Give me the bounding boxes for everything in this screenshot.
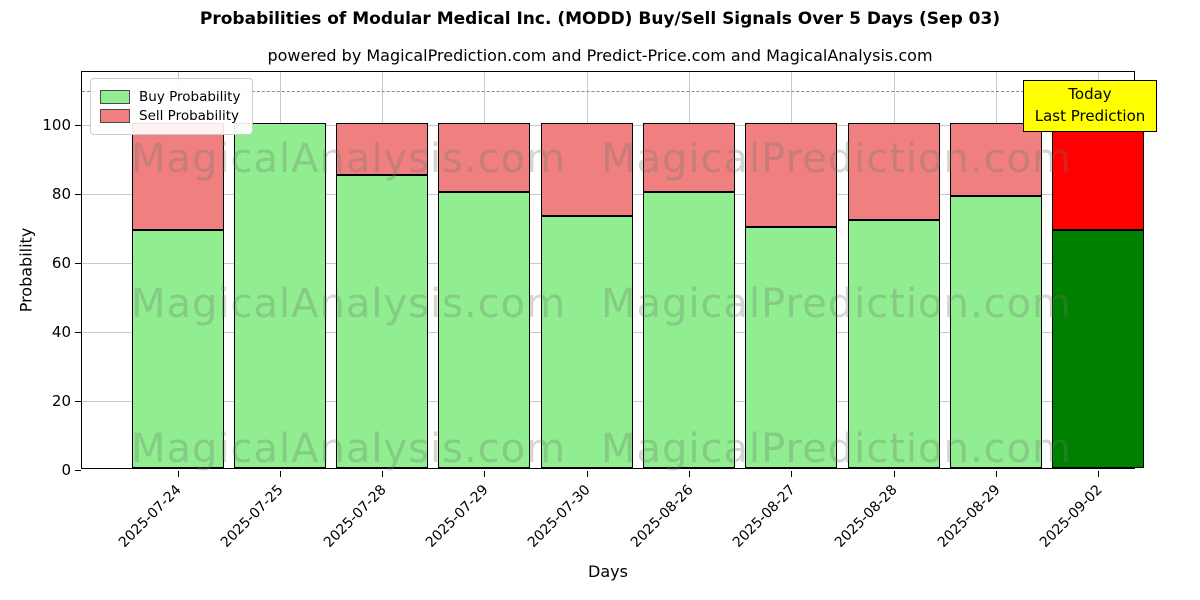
buy-segment[interactable] bbox=[336, 174, 429, 468]
watermark-magicalanalysis: MagicalAnalysis.com bbox=[131, 136, 567, 182]
x-tick-mark bbox=[177, 471, 179, 477]
legend-label: Sell Probability bbox=[139, 108, 240, 124]
x-tick-mark bbox=[791, 471, 793, 477]
y-axis-label: Probability bbox=[16, 227, 36, 313]
legend: Buy Probability Sell Probability bbox=[90, 78, 254, 135]
x-tick-mark bbox=[995, 471, 997, 477]
bar[interactable] bbox=[540, 123, 633, 468]
x-tick-label: 2025-08-27 bbox=[729, 482, 799, 551]
legend-label: Buy Probability bbox=[139, 89, 241, 105]
bar[interactable] bbox=[131, 123, 224, 468]
sell-segment[interactable] bbox=[336, 123, 429, 175]
y-tick-label: 60 bbox=[51, 254, 71, 273]
watermark-magicalanalysis: MagicalAnalysis.com bbox=[131, 281, 567, 327]
bar[interactable] bbox=[643, 123, 735, 468]
x-tick-label: 2025-09-02 bbox=[1036, 482, 1106, 551]
sell-segment[interactable] bbox=[847, 123, 940, 220]
x-tick-label: 2025-07-28 bbox=[320, 482, 390, 551]
bar[interactable] bbox=[745, 123, 838, 468]
x-tick-mark bbox=[279, 471, 281, 477]
y-tick-mark bbox=[75, 194, 81, 196]
y-tick-mark bbox=[75, 263, 81, 265]
buy-segment[interactable] bbox=[233, 123, 326, 468]
y-tick-label: 40 bbox=[51, 323, 71, 342]
x-tick-label: 2025-07-24 bbox=[115, 482, 185, 551]
x-axis-label: Days bbox=[588, 562, 628, 581]
buy-segment[interactable] bbox=[1052, 230, 1145, 468]
buy-segment[interactable] bbox=[745, 226, 838, 468]
chart-title: Probabilities of Modular Medical Inc. (M… bbox=[199, 9, 1001, 29]
buy-segment[interactable] bbox=[643, 192, 735, 468]
plot-area: Buy Probability Sell Probability Today La… bbox=[42, 71, 1157, 551]
bar[interactable] bbox=[336, 123, 429, 468]
x-tick-label: 2025-07-29 bbox=[422, 482, 492, 551]
y-tick-mark bbox=[75, 125, 81, 127]
sell-segment[interactable] bbox=[540, 123, 633, 217]
legend-item: Sell Probability bbox=[100, 108, 240, 124]
bar[interactable] bbox=[847, 123, 940, 468]
watermark-magicalprediction: MagicalPrediction.com bbox=[601, 426, 1072, 472]
bar[interactable] bbox=[233, 123, 326, 468]
x-tick-label: 2025-07-25 bbox=[218, 482, 288, 551]
x-tick-label: 2025-08-28 bbox=[832, 482, 901, 551]
sell-segment[interactable] bbox=[131, 123, 224, 231]
buy-segment[interactable] bbox=[847, 219, 940, 468]
x-tick-mark bbox=[689, 471, 690, 477]
sell-segment[interactable] bbox=[745, 123, 838, 227]
buy-segment[interactable] bbox=[131, 230, 224, 468]
y-tick-label: 80 bbox=[51, 185, 71, 204]
legend-color-patch bbox=[100, 90, 130, 104]
legend-color-patch bbox=[100, 109, 130, 123]
bar-today[interactable] bbox=[1052, 123, 1145, 468]
bar[interactable] bbox=[438, 123, 531, 468]
sell-segment[interactable] bbox=[1052, 123, 1145, 231]
x-tick-mark bbox=[484, 471, 486, 477]
y-tick-label: 0 bbox=[61, 461, 71, 479]
chart-subtitle: powered by MagicalPrediction.com and Pre… bbox=[267, 46, 933, 65]
dashed-reference-line bbox=[82, 90, 1134, 92]
legend-item: Buy Probability bbox=[100, 89, 240, 105]
sell-segment[interactable] bbox=[438, 123, 531, 193]
watermark-magicalanalysis: MagicalAnalysis.com bbox=[131, 426, 567, 472]
watermark-magicalprediction: MagicalPrediction.com bbox=[601, 281, 1072, 327]
x-tick-mark bbox=[382, 471, 384, 477]
y-tick-label: 100 bbox=[42, 116, 71, 135]
bar[interactable] bbox=[949, 123, 1042, 468]
y-tick-mark bbox=[75, 470, 81, 471]
annotation-line-1: Today bbox=[1068, 85, 1112, 103]
y-tick-mark bbox=[75, 401, 81, 403]
x-tick-mark bbox=[1098, 471, 1100, 477]
watermark-magicalprediction: MagicalPrediction.com bbox=[601, 136, 1072, 182]
annotation-line-2: Last Prediction bbox=[1034, 106, 1146, 125]
sell-segment[interactable] bbox=[643, 123, 735, 193]
buy-segment[interactable] bbox=[438, 192, 531, 468]
sell-segment[interactable] bbox=[949, 123, 1042, 196]
x-tick-label: 2025-08-29 bbox=[934, 482, 1004, 551]
y-tick-mark bbox=[75, 332, 81, 334]
x-tick-label: 2025-08-26 bbox=[627, 482, 697, 551]
today-annotation: Today Last Prediction bbox=[1023, 80, 1157, 132]
buy-segment[interactable] bbox=[949, 195, 1042, 468]
x-tick-mark bbox=[586, 471, 588, 477]
y-tick-label: 20 bbox=[51, 392, 71, 411]
x-tick-mark bbox=[893, 471, 895, 477]
x-tick-label: 2025-07-30 bbox=[525, 482, 595, 551]
buy-segment[interactable] bbox=[540, 216, 633, 468]
